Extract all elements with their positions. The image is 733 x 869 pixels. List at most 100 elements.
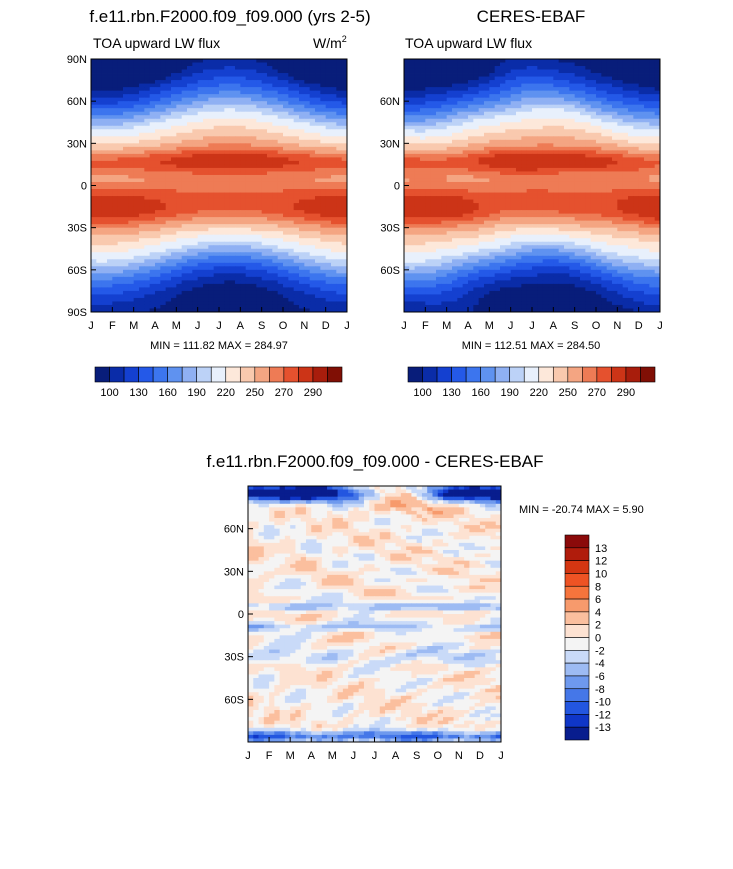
model-cell — [101, 146, 108, 151]
obs-cell — [500, 101, 506, 106]
model-cell — [219, 115, 225, 120]
model-cell — [336, 238, 343, 243]
model-cell — [229, 150, 236, 155]
model-cell — [128, 129, 135, 134]
obs-cell — [612, 87, 618, 92]
model-cell — [224, 111, 231, 116]
model-cell — [240, 199, 247, 204]
obs-cell — [558, 104, 565, 109]
model-cell — [192, 69, 199, 74]
model-cell — [283, 227, 289, 232]
model-cell — [160, 280, 167, 285]
model-cell — [309, 259, 316, 264]
model-cell — [336, 125, 343, 130]
model-cell — [192, 189, 199, 193]
obs-cell — [510, 90, 517, 95]
model-cell — [251, 174, 257, 179]
obs-cell — [564, 76, 570, 81]
obs-cell — [404, 125, 410, 130]
obs-cell — [580, 136, 586, 141]
model-cell — [261, 143, 268, 148]
model-cell — [256, 104, 263, 109]
obs-cell — [436, 150, 442, 155]
model-cell — [165, 276, 172, 281]
model-cell — [251, 227, 257, 232]
model-cell — [160, 143, 167, 148]
obs-cell — [644, 122, 650, 127]
model-cell — [213, 146, 220, 151]
obs-cell — [564, 90, 570, 95]
model-cell — [155, 181, 161, 186]
obs-cell — [596, 62, 602, 67]
model-cell — [235, 171, 241, 176]
model-cell — [331, 276, 337, 281]
model-cell — [325, 178, 332, 183]
model-cell — [320, 143, 327, 148]
model-cell — [101, 157, 108, 162]
obs-cell — [622, 94, 629, 99]
model-cell — [203, 245, 209, 250]
model-cell — [315, 210, 321, 215]
model-cell — [219, 224, 225, 229]
model-cell — [101, 262, 108, 267]
model-cell — [320, 108, 327, 113]
model-cell — [160, 283, 167, 288]
obs-cell — [585, 115, 592, 120]
model-cell — [165, 304, 172, 309]
model-cell — [208, 259, 215, 264]
obs-cell — [532, 153, 538, 158]
obs-cell — [633, 143, 640, 148]
model-cell — [203, 276, 209, 281]
obs-cell — [542, 62, 549, 67]
model-cell — [320, 189, 327, 193]
model-cell — [272, 143, 279, 148]
model-cell — [112, 304, 119, 309]
model-cell — [149, 276, 156, 281]
obs-cell — [628, 143, 634, 148]
model-cell — [96, 206, 103, 211]
model-cell — [197, 178, 204, 183]
model-cell — [267, 245, 273, 250]
model-cell — [336, 273, 343, 278]
obs-cell — [457, 97, 464, 102]
model-cell — [315, 259, 321, 264]
model-cell — [181, 118, 188, 123]
obs-cell — [622, 150, 629, 155]
model-cell — [267, 255, 273, 260]
obs-cell — [409, 136, 416, 141]
model-cell — [235, 132, 241, 137]
model-cell — [176, 122, 183, 127]
model-cell — [133, 178, 140, 183]
model-cell — [272, 94, 279, 99]
model-cell — [267, 304, 273, 309]
model-cell — [133, 153, 140, 158]
obs-cell — [441, 157, 448, 162]
model-cell — [261, 276, 268, 281]
model-cell — [240, 280, 247, 285]
model-cell — [331, 301, 337, 306]
model-cell — [197, 132, 204, 137]
obs-cell — [484, 66, 490, 70]
model-cell — [133, 139, 140, 144]
model-cell — [224, 160, 231, 165]
model-cell — [91, 280, 97, 285]
model-cell — [155, 217, 161, 222]
model-cell — [331, 73, 337, 77]
obs-cell — [462, 160, 469, 165]
model-cell — [272, 150, 279, 155]
model-cell — [288, 129, 295, 134]
model-cell — [267, 125, 273, 130]
model-cell — [235, 118, 241, 123]
model-cell — [325, 224, 332, 229]
model-cell — [331, 231, 337, 236]
model-colorbar-label: 130 — [129, 387, 147, 399]
model-cell — [288, 122, 295, 127]
model-cell — [261, 160, 268, 165]
obs-cell — [436, 62, 442, 67]
model-cell — [197, 280, 204, 285]
model-cell — [336, 185, 343, 190]
model-cell — [304, 308, 311, 313]
model-cell — [107, 224, 113, 229]
model-cell — [133, 213, 140, 218]
model-cell — [299, 199, 305, 204]
